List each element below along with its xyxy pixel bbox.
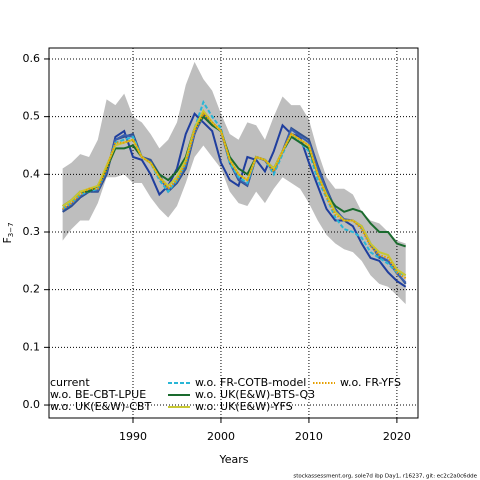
- x-axis-label: Years: [218, 453, 248, 466]
- y-tick-label: 0.6: [23, 52, 41, 65]
- series-line: [62, 112, 407, 279]
- y-label-main: F: [1, 237, 14, 243]
- y-tick-label: 0.5: [23, 110, 41, 123]
- series-line: [62, 115, 406, 248]
- legend-label: w.o. UK(E&W)-YFS: [195, 400, 293, 413]
- legend-label: current: [50, 376, 90, 389]
- y-tick-label: 0.4: [23, 167, 41, 180]
- series-line: [62, 99, 406, 277]
- x-tick-label: 2020: [383, 430, 411, 443]
- legend-label: w.o. UK(E&W)-CBT: [50, 400, 151, 413]
- x-tick-label: 2010: [295, 430, 323, 443]
- legend-label: w.o. UK(E&W)-BTS-Q3: [195, 388, 315, 401]
- plot-frame: [48, 47, 419, 419]
- x-tick-label: 2000: [207, 430, 235, 443]
- y-tick-label: 0.3: [23, 225, 41, 238]
- y-tick-label: 0.2: [23, 283, 41, 296]
- y-tick-label: 0.1: [23, 340, 41, 353]
- series-line: [62, 112, 407, 288]
- legend-label: w.o. FR-YFS: [340, 376, 401, 389]
- legend-label: w.o. BE-CBT-LPUE: [50, 388, 146, 401]
- footnote: stockassessment.org, sole7d ibp Day1, r1…: [293, 474, 477, 480]
- y-tick-label: 0.0: [23, 398, 41, 411]
- x-tick-label: 1990: [119, 430, 147, 443]
- y-label-sub: 3−7: [7, 222, 15, 237]
- legend-label: w.o. FR-COTB-model: [195, 376, 306, 389]
- y-axis-label: F3−7: [1, 222, 15, 243]
